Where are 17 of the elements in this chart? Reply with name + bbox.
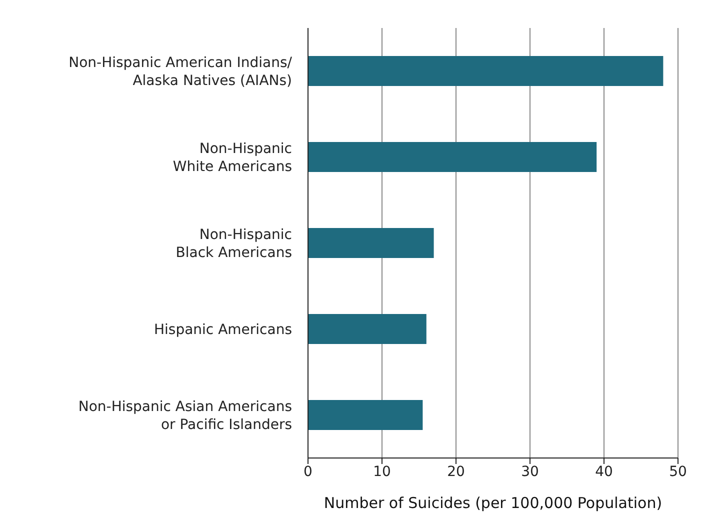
bar [308, 56, 664, 86]
x-tick-label: 30 [521, 464, 539, 480]
y-tick-label: Hispanic Americans [154, 322, 292, 338]
y-tick-label: Non-Hispanic American Indians/ Alaska Natives (AIANs) [68, 55, 292, 89]
x-axis-title: Number of Suicides (per 100,000 Population) [324, 494, 662, 512]
bar [308, 314, 426, 344]
x-tick-label: 20 [447, 464, 465, 480]
bar [308, 228, 434, 258]
x-tick-label: 10 [373, 464, 391, 480]
x-tick-label: 40 [595, 464, 613, 480]
x-tick-label: 0 [304, 464, 312, 480]
y-tick-label: Non-Hispanic Black Americans [176, 227, 292, 261]
y-tick-label: Non-Hispanic Asian Americans or Pacific Islanders [78, 399, 292, 433]
y-tick-label: Non-Hispanic White Americans [172, 141, 292, 175]
bar [308, 142, 597, 172]
bar [308, 400, 423, 430]
x-tick-label: 50 [669, 464, 687, 480]
